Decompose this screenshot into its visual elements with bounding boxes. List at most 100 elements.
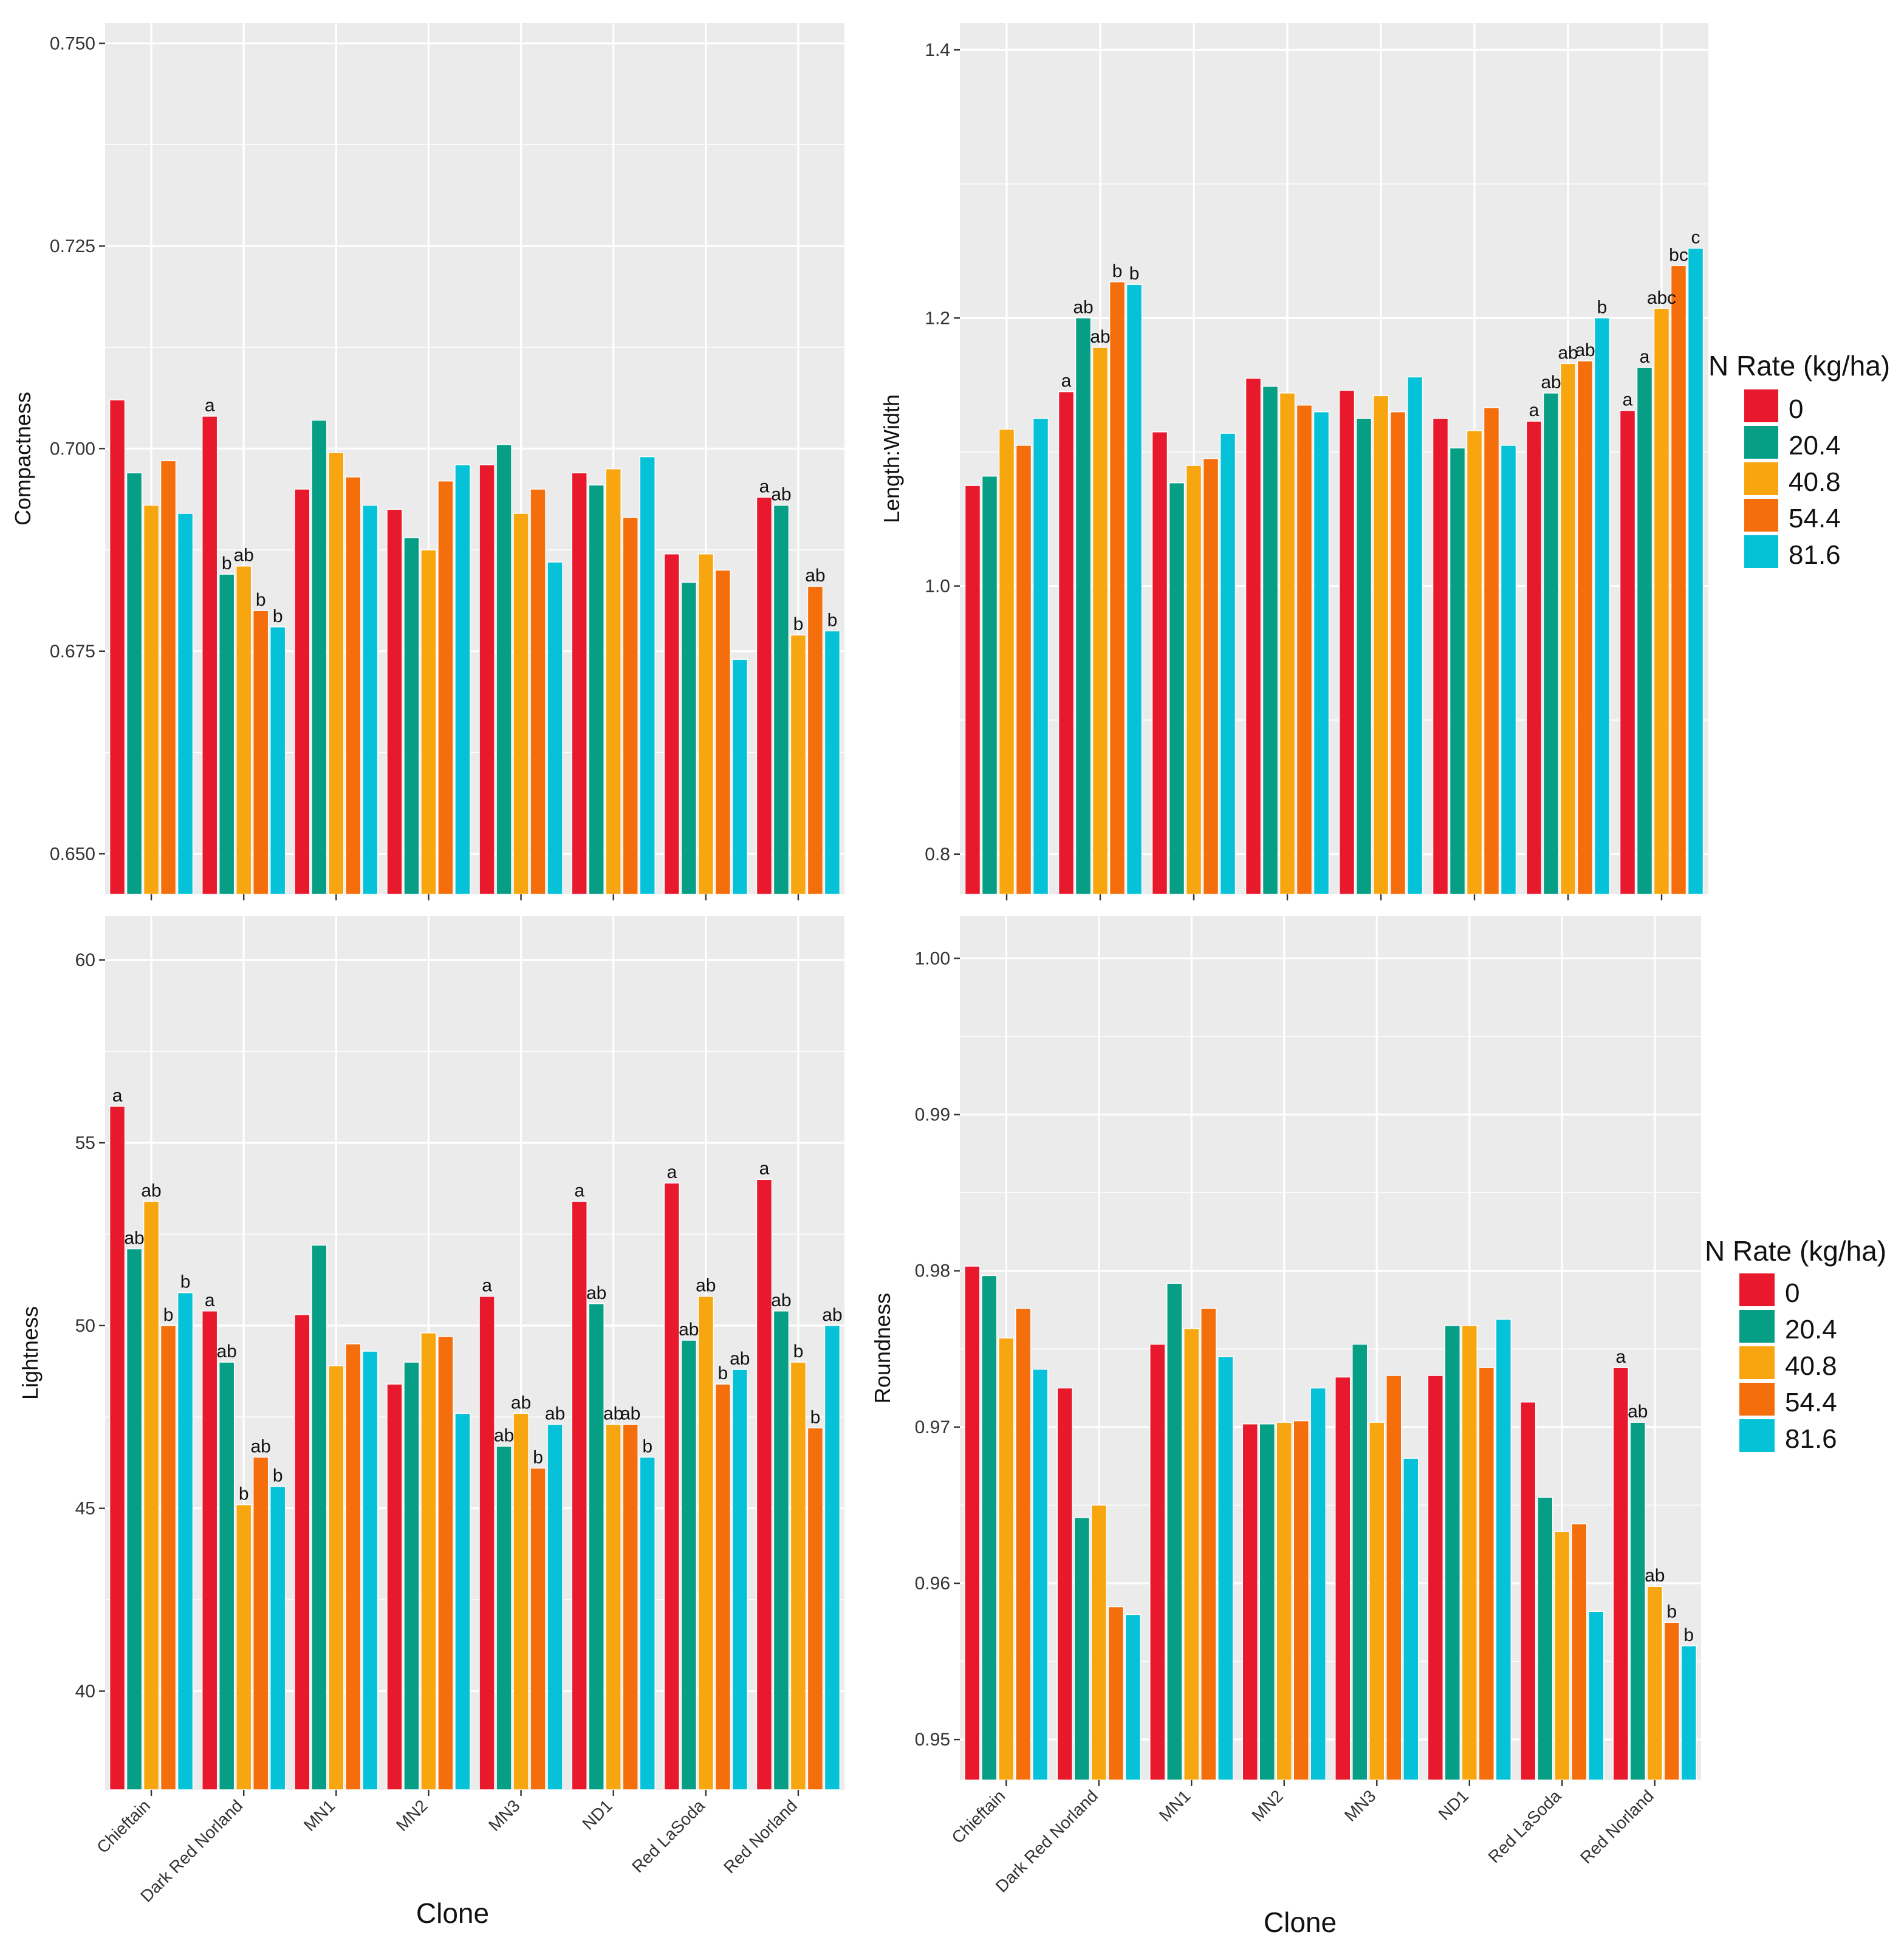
bar-dark-red-norland-n0	[1056, 1387, 1073, 1781]
y-tick-label: 45	[75, 1499, 95, 1519]
bar-mn3-n0	[479, 464, 495, 895]
bar-mn1-n40.8	[1183, 1328, 1200, 1781]
legend-label: 0	[1785, 1278, 1800, 1308]
bar-nd1-n81.6	[1500, 445, 1517, 895]
x-tick-label: ND1	[578, 1796, 616, 1834]
y-tick-label: 0.98	[915, 1261, 950, 1281]
bar-dark-red-norland-n81.6	[1126, 284, 1143, 895]
bar-red-norland-n54.4	[1663, 1622, 1680, 1781]
bar-mn1-n40.8	[1185, 465, 1202, 895]
significance-label: b	[717, 1363, 728, 1383]
bar-red-lasoda-n0	[1526, 420, 1543, 895]
bar-mn2-n81.6	[1310, 1387, 1326, 1781]
bar-dark-red-norland-n54.4	[1109, 281, 1126, 895]
bar-mn3-n40.8	[513, 513, 529, 895]
bar-mn2-n0	[1242, 1423, 1258, 1781]
significance-label: ab	[494, 1425, 514, 1445]
bar-red-norland-n0	[1612, 1367, 1629, 1781]
bar-mn1-n20.4	[1166, 1283, 1183, 1781]
legend-label: 54.4	[1785, 1388, 1837, 1417]
x-tick-label: Dark Red Norland	[992, 1786, 1101, 1896]
significance-label: ab	[679, 1320, 699, 1340]
bar-mn1-n20.4	[311, 1244, 327, 1790]
significance-label: abc	[1647, 288, 1676, 308]
x-tick-label: MN3	[1341, 1786, 1380, 1825]
bar-mn2-n54.4	[1293, 1420, 1309, 1781]
bar-red-lasoda-n40.8	[697, 1295, 714, 1790]
significance-label: a	[574, 1180, 584, 1201]
y-tick-label: 40	[75, 1682, 95, 1702]
y-tick-label: 0.700	[50, 439, 95, 459]
significance-label: a	[1615, 1347, 1626, 1367]
bar-mn1-n81.6	[1217, 1356, 1234, 1781]
bar-nd1-n20.4	[588, 1303, 604, 1790]
bar-mn2-n54.4	[437, 1336, 454, 1790]
bar-chieftain-n54.4	[1015, 1307, 1032, 1781]
bar-red-norland-n54.4	[1670, 265, 1687, 895]
bar-red-norland-n0	[756, 1179, 773, 1790]
x-tick-label: Red LaSoda	[628, 1796, 708, 1876]
bar-dark-red-norland-n0	[201, 416, 218, 895]
significance-label: ab	[1575, 340, 1595, 360]
bar-chieftain-n54.4	[1015, 445, 1032, 895]
bar-mn1-n0	[1149, 1343, 1166, 1781]
y-tick-label: 0.675	[50, 642, 95, 662]
significance-label: b	[256, 590, 266, 610]
bar-mn1-n54.4	[1200, 1307, 1217, 1781]
bar-red-norland-n20.4	[1629, 1422, 1646, 1781]
bar-mn3-n40.8	[1372, 395, 1389, 895]
bar-dark-red-norland-n0	[1058, 391, 1075, 895]
x-tick-label: Chieftain	[948, 1786, 1009, 1847]
bar-red-norland-n0	[756, 496, 773, 895]
significance-label: a	[1623, 390, 1633, 410]
bar-red-lasoda-n54.4	[714, 569, 731, 895]
bar-mn1-n81.6	[1219, 433, 1236, 895]
bar-nd1-n54.4	[1478, 1367, 1495, 1781]
bar-mn2-n40.8	[1276, 1422, 1292, 1781]
significance-label: ab	[1628, 1402, 1648, 1422]
bar-mn3-n54.4	[530, 488, 546, 895]
bar-mn3-n81.6	[1403, 1457, 1419, 1781]
bar-nd1-n20.4	[1444, 1324, 1461, 1781]
bar-red-norland-n40.8	[1653, 308, 1670, 895]
bar-mn2-n20.4	[1259, 1423, 1275, 1781]
y-axis-title: Length:Width	[879, 394, 904, 523]
bar-mn2-n20.4	[403, 1362, 420, 1790]
bar-nd1-n0	[1427, 1375, 1443, 1781]
significance-label: b	[163, 1305, 174, 1325]
lightness-chart: 4045505560aababbbaabbabbaababbabaabababb…	[18, 916, 844, 1906]
y-tick-label: 1.00	[915, 948, 950, 968]
bar-nd1-n54.4	[622, 516, 639, 895]
bar-mn3-n20.4	[1355, 418, 1372, 895]
bar-mn1-n0	[294, 1314, 310, 1790]
bar-mn3-n81.6	[1406, 376, 1423, 895]
significance-label: a	[205, 396, 215, 416]
significance-label: b	[793, 614, 804, 634]
bar-mn3-n40.8	[513, 1413, 529, 1790]
significance-label: a	[482, 1276, 492, 1296]
significance-label: a	[759, 1159, 770, 1179]
bar-chieftain-n40.8	[998, 428, 1015, 895]
bar-dark-red-norland-n20.4	[218, 574, 235, 895]
bar-red-lasoda-n54.4	[714, 1383, 731, 1790]
bar-chieftain-n0	[964, 485, 981, 895]
legend-label: 20.4	[1785, 1315, 1837, 1344]
y-tick-label: 50	[75, 1316, 95, 1336]
bar-chieftain-n81.6	[177, 513, 194, 895]
bar-mn2-n0	[1245, 377, 1262, 895]
significance-label: b	[180, 1272, 191, 1292]
y-tick-label: 1.4	[925, 40, 950, 60]
bar-mn3-n40.8	[1369, 1422, 1385, 1781]
significance-label: a	[1640, 347, 1650, 367]
bar-mn3-n81.6	[547, 561, 563, 895]
y-tick-label: 0.750	[50, 33, 95, 53]
significance-label: ab	[730, 1349, 750, 1369]
bar-nd1-n54.4	[622, 1423, 639, 1790]
bar-mn2-n40.8	[420, 549, 437, 895]
bar-mn1-n54.4	[345, 476, 361, 895]
bar-red-lasoda-n20.4	[680, 581, 697, 895]
bar-mn3-n0	[1335, 1376, 1351, 1781]
bar-mn2-n20.4	[1262, 386, 1279, 895]
